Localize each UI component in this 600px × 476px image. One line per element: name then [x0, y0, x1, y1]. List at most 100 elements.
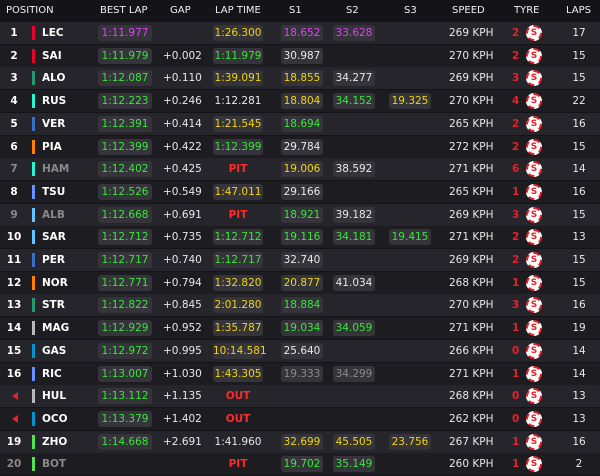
laps: 16 [572, 185, 586, 198]
team-color [32, 298, 35, 313]
laps: 22 [572, 95, 586, 108]
speed: 269 KPH [449, 27, 494, 39]
tyre-compound: S [526, 297, 542, 314]
lap-time: 1:11.979 [213, 47, 263, 64]
team-color [32, 343, 35, 358]
retired-icon [12, 414, 18, 423]
tyre-age: 2 [512, 140, 520, 153]
sector-s1: 19.702 [281, 456, 323, 473]
tyre-compound: S [526, 25, 542, 41]
tyre-compound: S [526, 93, 542, 110]
tyre-compound: S [526, 161, 542, 178]
tyre-compound: S [526, 320, 542, 337]
sector-s2: 39.182 [333, 206, 375, 223]
header-row: POSITION BEST LAP GAP LAP TIME S1 S2 S3 SPEED TY… [0, 0, 600, 22]
speed: 260 KPH [449, 458, 494, 471]
tyre-age: 4 [512, 95, 520, 108]
tyre-age: 1 [512, 322, 520, 335]
sector-s1: 18.855 [281, 70, 323, 87]
sector-s2: 35.149 [333, 456, 375, 473]
tyre-compound: S [526, 115, 542, 132]
laps: 2 [575, 458, 583, 471]
driver: BOT [42, 458, 67, 471]
lap-time: 1:12.399 [213, 138, 263, 155]
speed: 269 KPH [449, 208, 494, 221]
team-color [32, 48, 35, 63]
driver: SAR [42, 231, 66, 244]
team-color [32, 411, 35, 426]
column-header: BEST LAP [100, 5, 148, 16]
driver-row: 12 NOR 1:12.771 +0.794 1:32.820 20.877 41.034 2… [0, 271, 600, 294]
column-header: S1 [289, 5, 302, 16]
best-lap: 1:12.399 [98, 138, 152, 155]
team-color [32, 253, 35, 267]
tyre-compound: S [526, 183, 542, 200]
team-color [32, 162, 35, 177]
driver: VER [42, 117, 66, 130]
tyre-compound: S [526, 365, 542, 382]
tyre-compound: S [526, 252, 542, 268]
laps: 14 [572, 367, 586, 380]
speed: 267 KPH [449, 435, 494, 448]
sector-s3: 19.325 [389, 93, 431, 110]
laps: 15 [572, 49, 586, 62]
sector-s1: 18.884 [281, 297, 323, 314]
lap-status: OUT [225, 412, 251, 425]
retired-icon [12, 392, 18, 401]
position: 1 [10, 27, 18, 39]
best-lap: 1:12.402 [98, 161, 152, 178]
driver-row: 4 RUS 1:12.223 +0.246 1:12.281 18.804 34.152 19… [0, 90, 600, 113]
lap-time: 2:01.280 [213, 297, 263, 314]
tyre-age: 0 [512, 344, 520, 357]
gap: +1.402 [163, 412, 202, 425]
sector-s3: 19.415 [389, 229, 431, 246]
position: 2 [10, 49, 18, 62]
gap: +0.995 [163, 344, 202, 357]
sector-s1: 29.784 [281, 138, 323, 155]
tyre-age: 2 [512, 254, 520, 266]
column-header: S2 [346, 5, 359, 16]
gap: +0.422 [163, 140, 202, 153]
team-color [32, 434, 35, 449]
best-lap: 1:11.977 [98, 25, 152, 41]
driver: SAI [42, 49, 62, 62]
laps: 15 [572, 254, 586, 266]
tyre-compound: S [526, 274, 542, 291]
driver-row: 14 MAG 1:12.929 +0.952 1:35.787 19.034 34.059 2… [0, 317, 600, 340]
driver: LEC [42, 27, 64, 39]
gap: +0.246 [163, 95, 202, 108]
gap: +1.135 [163, 390, 202, 403]
best-lap: 1:12.223 [98, 93, 152, 110]
lap-time: 1:12.712 [213, 229, 263, 246]
position: 6 [10, 140, 18, 153]
driver: OCO [42, 412, 68, 425]
tyre-age: 6 [512, 163, 520, 176]
best-lap: 1:11.979 [98, 47, 152, 64]
lap-time: 1:35.787 [213, 320, 263, 337]
column-header: POSITION [6, 5, 54, 16]
laps: 15 [572, 140, 586, 153]
position: 20 [6, 458, 22, 471]
driver: PER [42, 254, 65, 266]
team-color [32, 457, 35, 472]
sector-s2: 41.034 [333, 274, 375, 291]
gap: +0.952 [163, 322, 202, 335]
driver-row: 11 PER 1:12.717 +0.740 1:12.717 32.740 269 KPH… [0, 249, 600, 271]
sector-s1: 25.640 [281, 342, 323, 359]
tyre-age: 1 [512, 276, 520, 289]
speed: 272 KPH [449, 140, 494, 153]
column-header: TYRE [514, 5, 540, 16]
laps: 16 [572, 117, 586, 130]
tyre-compound: S [526, 388, 542, 405]
speed: 271 KPH [449, 367, 494, 380]
tyre-compound: S [526, 433, 542, 450]
driver: TSU [42, 185, 66, 198]
tyre-age: 1 [512, 435, 520, 448]
driver: PIA [42, 140, 62, 153]
best-lap: 1:12.929 [98, 320, 152, 337]
lap-time: 1:12.717 [213, 252, 263, 268]
tyre-compound: S [526, 456, 542, 473]
speed: 268 KPH [449, 276, 494, 289]
driver-row: 6 PIA 1:12.399 +0.422 1:12.399 29.784 272 KPH 2… [0, 135, 600, 158]
